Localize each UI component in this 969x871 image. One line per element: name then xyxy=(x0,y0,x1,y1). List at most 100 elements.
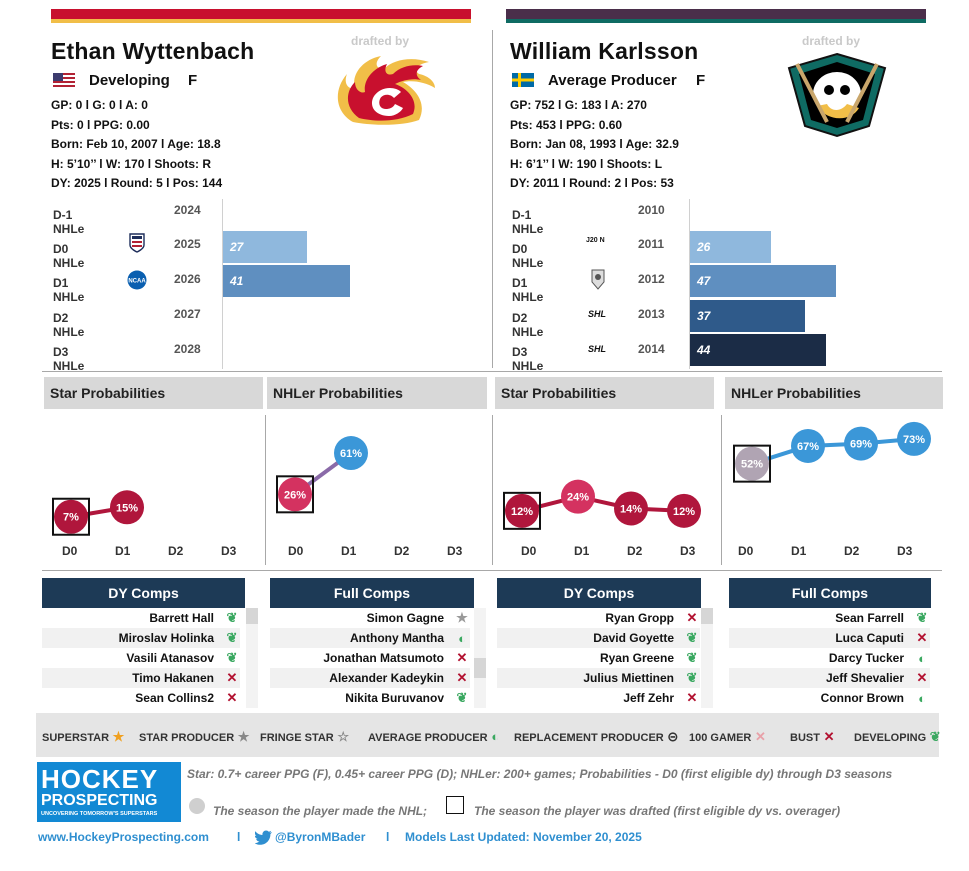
scrollbar-track[interactable] xyxy=(246,608,258,708)
scrollbar-track[interactable] xyxy=(474,608,486,708)
comp-player-name: Simon Gagne xyxy=(366,611,444,625)
dy-comps-header: DY Comps xyxy=(42,578,245,608)
twitter-handle[interactable]: @ByronMBader xyxy=(275,830,366,844)
comp-row[interactable]: Connor Brown ◐ xyxy=(729,688,930,708)
legend-label: AVERAGE PRODUCER xyxy=(368,732,488,744)
comp-row[interactable]: Miroslav Holinka ❦ xyxy=(42,628,240,648)
legend-item: SUPERSTAR ★ xyxy=(42,729,124,745)
probability-charts: 7% 15% 26% 61% 12% 24% 14% 12% 52% 67% 69% 73% xyxy=(52,421,931,536)
comp-row[interactable]: Ryan Greene ❦ xyxy=(497,648,700,668)
nhle-row-label: D-1 NHLe xyxy=(53,208,85,236)
dy-comps-header: DY Comps xyxy=(497,578,701,608)
nhler-prob-label: 52% xyxy=(741,459,763,471)
comp-row[interactable]: Nikita Buruvanov ❦ xyxy=(270,688,470,708)
scrollbar-thumb[interactable] xyxy=(701,608,713,624)
star-prob-point xyxy=(505,493,539,528)
scrollbar-track[interactable] xyxy=(701,608,713,708)
drafted-note: The season the player was drafted (first… xyxy=(474,804,841,818)
bust-x-icon: ✕ xyxy=(456,670,468,685)
comp-row[interactable]: Simon Gagne ★ xyxy=(270,608,470,628)
player-position: F xyxy=(188,72,198,89)
scrollbar-thumb[interactable] xyxy=(474,658,486,678)
footer-separator: l xyxy=(386,830,390,844)
bust-icon: ✕ xyxy=(819,729,835,744)
nhle-row-label: D1 NHLe xyxy=(512,276,544,304)
player-position: F xyxy=(696,72,706,89)
season-label: D2 xyxy=(394,544,410,558)
twitter-bird-icon xyxy=(254,830,273,850)
comp-row[interactable]: Vasili Atanasov ❦ xyxy=(42,648,240,668)
section-divider xyxy=(42,570,942,571)
nhle-bar-d0: 26 xyxy=(690,231,771,263)
comp-row[interactable]: Jeff Shevalier ✕ xyxy=(729,668,930,688)
nhler-probabilities-title: NHLer Probabilities xyxy=(267,377,487,409)
player-name: Ethan Wyttenbach xyxy=(51,38,255,64)
panel-divider xyxy=(721,415,722,565)
nhle-row-label: D0 NHLe xyxy=(53,242,85,270)
nhler-prob-point xyxy=(791,428,825,463)
comp-player-name: Jeff Shevalier xyxy=(825,671,904,685)
bust-x-icon: ✕ xyxy=(916,670,928,685)
comp-player-name: Sean Farrell xyxy=(835,611,904,625)
footer-separator: l xyxy=(237,830,241,844)
scrollbar-thumb[interactable] xyxy=(246,608,258,624)
star-prob-point xyxy=(54,499,88,534)
comp-player-name: Anthony Mantha xyxy=(350,631,444,645)
comp-row[interactable]: Barrett Hall ❦ xyxy=(42,608,240,628)
stat-line: DY: 2025 l Round: 5 l Pos: 144 xyxy=(51,176,223,190)
legend-label: STAR PRODUCER xyxy=(139,732,235,744)
bust-x-icon: ✕ xyxy=(686,690,698,705)
average-producer-half-icon: ◐ xyxy=(918,690,926,706)
nhle-row-label: D2 NHLe xyxy=(53,311,85,339)
stat-line: DY: 2011 l Round: 2 l Pos: 53 xyxy=(510,176,674,190)
drafted-season-box xyxy=(276,475,314,514)
nhle-year: 2012 xyxy=(638,272,665,286)
comp-row[interactable]: Anthony Mantha ◐ xyxy=(270,628,470,648)
comp-player-name: Ryan Gropp xyxy=(605,611,674,625)
comp-player-name: Darcy Tucker xyxy=(828,651,904,665)
season-label: D2 xyxy=(168,544,184,558)
usa-flag-icon xyxy=(53,73,75,87)
star-prob-point xyxy=(561,479,595,514)
nhle-row-label: D3 NHLe xyxy=(53,345,85,373)
comp-row[interactable]: Timo Hakanen ✕ xyxy=(42,668,240,688)
comp-row[interactable]: Luca Caputi ✕ xyxy=(729,628,930,648)
anaheim-ducks-logo xyxy=(787,52,887,143)
star-producer-star-icon: ★ xyxy=(456,610,468,625)
drafted-by-label: drafted by xyxy=(351,34,410,48)
stat-line: GP: 752 l G: 183 l A: 270 xyxy=(510,98,647,112)
comp-player-name: David Goyette xyxy=(593,631,674,645)
comp-row[interactable]: Ryan Gropp ✕ xyxy=(497,608,700,628)
legend-bar xyxy=(36,713,939,757)
comp-row[interactable]: Julius Miettinen ❦ xyxy=(497,668,700,688)
comp-player-name: Timo Hakanen xyxy=(132,671,214,685)
comp-row[interactable]: Jonathan Matsumoto ✕ xyxy=(270,648,470,668)
footnote-definitions: Star: 0.7+ career PPG (F), 0.45+ career … xyxy=(187,767,893,781)
website-link[interactable]: www.HockeyProspecting.com xyxy=(38,830,209,844)
nhler-prob-label: 69% xyxy=(850,439,872,451)
sweden-flag-icon xyxy=(512,73,534,87)
comp-row[interactable]: Sean Collins2 ✕ xyxy=(42,688,240,708)
shl-league-icon: SHL xyxy=(588,344,606,354)
stat-line: GP: 0 l G: 0 l A: 0 xyxy=(51,98,148,112)
bust-x-icon: ✕ xyxy=(226,690,238,705)
comp-row[interactable]: Jeff Zehr ✕ xyxy=(497,688,700,708)
legend-label: 100 GAMER xyxy=(689,732,752,744)
comp-row[interactable]: Sean Farrell ❦ xyxy=(729,608,930,628)
nhler-prob-label: 61% xyxy=(340,448,362,460)
star-prob-point xyxy=(614,491,648,526)
season-label: D3 xyxy=(447,544,463,558)
star-probabilities-title: Star Probabilities xyxy=(495,377,714,409)
season-label: D3 xyxy=(680,544,696,558)
star-probabilities-title: Star Probabilities xyxy=(44,377,263,409)
nhle-bar-d3: 44 xyxy=(690,334,827,366)
made-nhl-note: The season the player made the NHL; xyxy=(213,804,428,818)
comp-row[interactable]: Darcy Tucker ◐ xyxy=(729,648,930,668)
full-comps-header: Full Comps xyxy=(729,578,931,608)
nhler-prob-point xyxy=(735,446,769,481)
shl-league-icon: SHL xyxy=(588,309,606,319)
comp-row[interactable]: Alexander Kadeykin ✕ xyxy=(270,668,470,688)
legend-item: AVERAGE PRODUCER ◐ xyxy=(368,729,499,744)
full-comps-header: Full Comps xyxy=(270,578,474,608)
comp-row[interactable]: David Goyette ❦ xyxy=(497,628,700,648)
